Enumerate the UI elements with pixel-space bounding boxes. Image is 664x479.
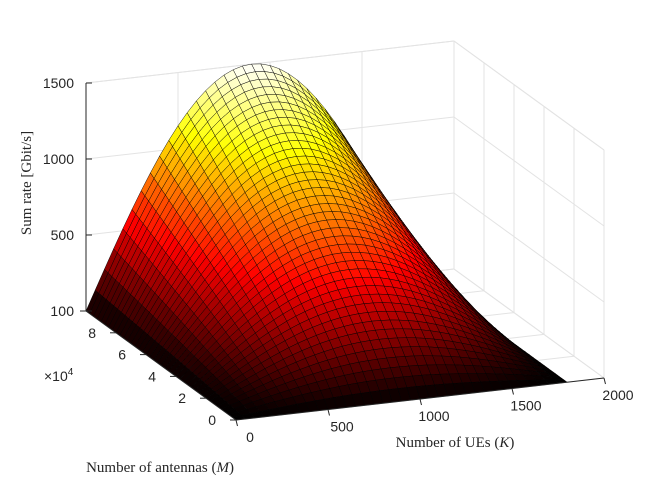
box-edge <box>453 40 605 151</box>
axis-labels: Sum rate [Gbit/s] Number of UEs (K) Numb… <box>19 131 514 476</box>
x-tick-mark <box>327 409 330 416</box>
x-tick-label: 500 <box>330 419 354 435</box>
y-tick-label: 0 <box>208 412 216 428</box>
grid-line <box>453 268 605 379</box>
surface-plot <box>85 63 568 421</box>
grid-line <box>453 116 605 227</box>
z-tick-label: 1500 <box>43 75 74 91</box>
x-axis-label: Number of UEs (K) <box>396 435 515 451</box>
y-axis-exponent: ×104 <box>44 367 74 384</box>
z-axis-label: Sum rate [Gbit/s] <box>19 131 35 235</box>
x-tick-mark <box>603 377 606 385</box>
z-tick-label: 1000 <box>43 151 74 167</box>
x-tick-label: 2000 <box>602 387 633 403</box>
box-edge <box>85 40 455 84</box>
z-tick-label: 0 <box>66 303 74 319</box>
z-tick-label: 500 <box>51 227 75 243</box>
y-tick-label: 6 <box>118 347 126 363</box>
x-tick-label: 0 <box>246 429 254 445</box>
x-tick-mark <box>235 419 238 427</box>
y-tick-label: 2 <box>178 390 186 406</box>
x-tick-label: 1500 <box>510 398 541 414</box>
x-tick-mark <box>511 388 514 395</box>
grid-line <box>453 192 605 303</box>
y-tick-label: 10 <box>50 303 66 319</box>
y-axis-line <box>85 310 237 421</box>
x-tick-mark <box>419 398 422 406</box>
y-tick-label: 8 <box>88 325 96 341</box>
y-tick-label: 4 <box>148 368 156 384</box>
y-axis-label: Number of antennas (M) <box>86 460 234 476</box>
x-tick-label: 1000 <box>418 408 449 424</box>
